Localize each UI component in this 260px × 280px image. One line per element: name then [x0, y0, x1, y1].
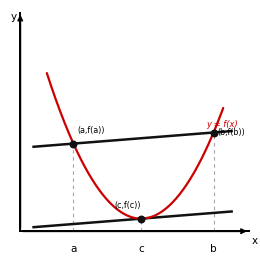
Point	[139, 216, 143, 221]
Point	[211, 130, 216, 135]
Point	[71, 141, 75, 146]
Text: a: a	[70, 244, 77, 254]
Text: x: x	[251, 236, 257, 246]
Text: (a,f(a)): (a,f(a))	[77, 125, 105, 135]
Text: y = f(x): y = f(x)	[206, 120, 238, 129]
Text: y: y	[10, 12, 16, 22]
Text: c: c	[138, 244, 144, 254]
Text: (b,f(b)): (b,f(b))	[217, 128, 245, 137]
Text: b: b	[210, 244, 217, 254]
Text: (c,f(c)): (c,f(c))	[114, 201, 141, 210]
